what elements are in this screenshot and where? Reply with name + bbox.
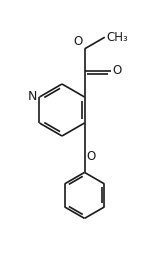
Text: N: N xyxy=(28,91,37,103)
Text: O: O xyxy=(87,150,96,163)
Text: O: O xyxy=(113,65,122,77)
Text: CH₃: CH₃ xyxy=(107,31,129,44)
Text: O: O xyxy=(73,35,83,48)
